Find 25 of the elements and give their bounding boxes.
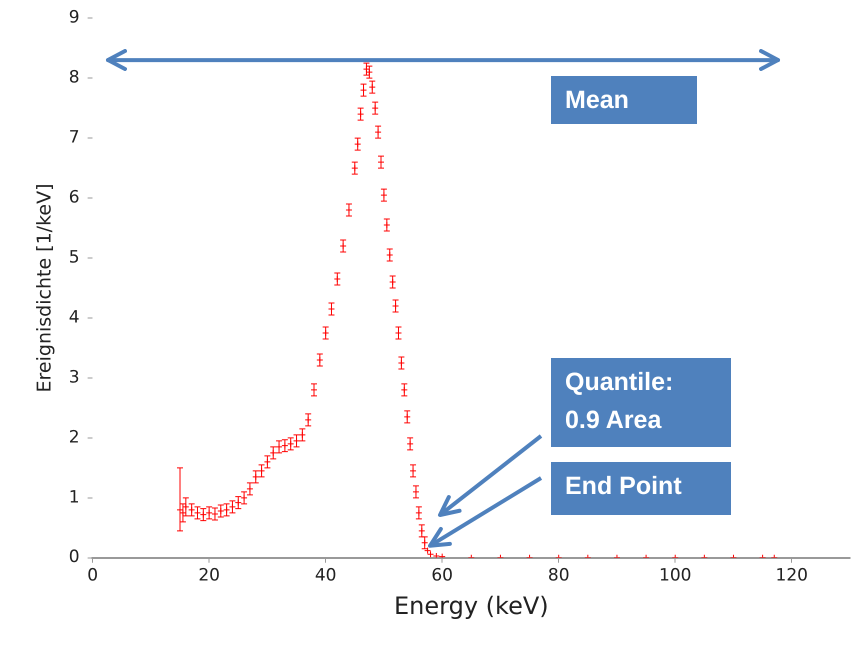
x-tick-label: 40 [314, 565, 336, 586]
x-tick-label: 120 [776, 565, 808, 586]
y-tick-label: 6 [68, 187, 80, 208]
callout-box: Quantile: 0.9 Area [551, 358, 731, 447]
ref-line-label: Mean [565, 86, 629, 114]
annotation: End Point [565, 472, 682, 500]
callout-box: End Point [551, 462, 731, 515]
x-tick-label: 20 [198, 565, 220, 586]
y-tick-label: 2 [68, 427, 80, 448]
x-tick-label: 80 [548, 565, 570, 586]
y-tick-label: 4 [68, 307, 80, 328]
y-tick-label: 3 [68, 367, 80, 388]
y-axis-title: Ereignisdichte [1/keV] [33, 184, 56, 392]
x-tick-label: 100 [658, 565, 692, 586]
y-tick-label: 1 [68, 487, 80, 508]
y-tick-label: 7 [68, 128, 80, 148]
x-tick-label: 0 [87, 565, 98, 586]
y-tick-label: 5 [68, 247, 80, 268]
x-tick-label: 60 [431, 565, 453, 586]
callout-box: Mean [551, 76, 697, 124]
x-axis-title: Energy (keV) [394, 592, 549, 620]
annotation: Quantile: 0.9 Area [565, 368, 674, 434]
y-tick-label: 9 [68, 8, 80, 28]
y-tick-label: 8 [68, 68, 80, 88]
y-tick-label: 0 [68, 547, 80, 568]
